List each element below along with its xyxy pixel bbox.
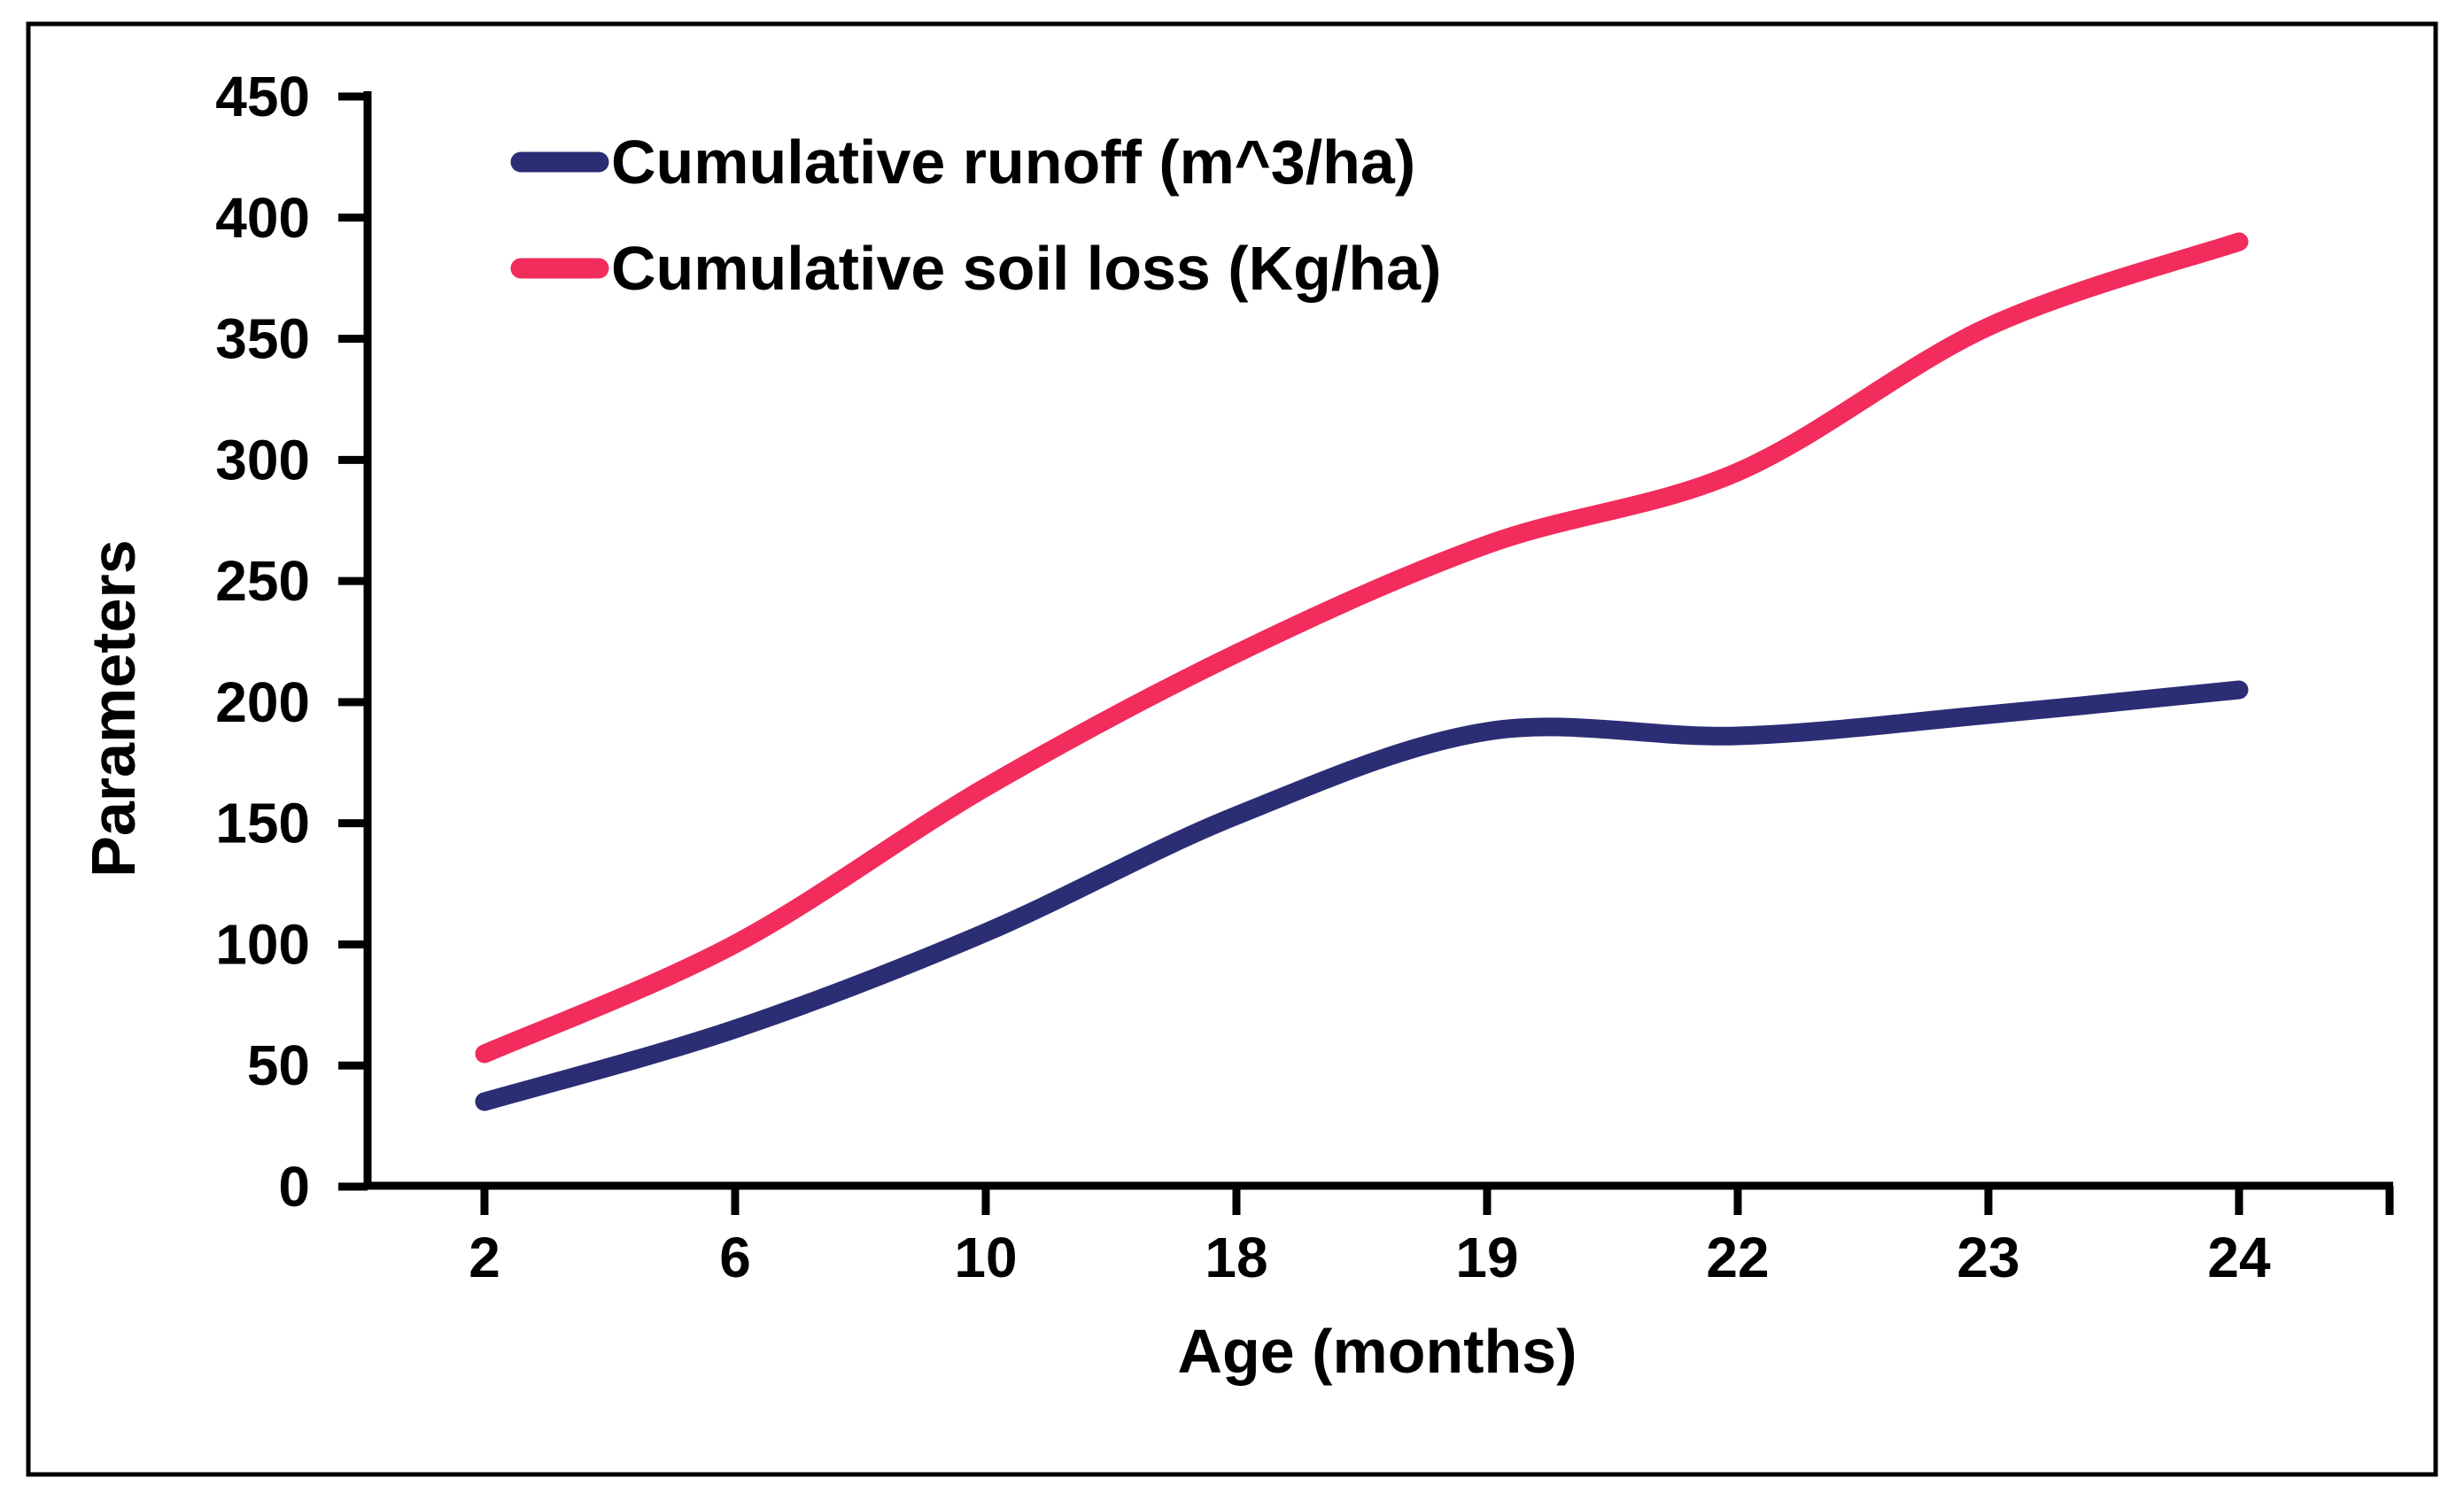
- y-tick-label: 100: [215, 912, 310, 976]
- x-tick-label: 18: [1205, 1226, 1267, 1289]
- y-tick-label: 300: [215, 428, 310, 491]
- y-tick-label: 350: [215, 307, 310, 371]
- y-tick-label: 450: [215, 65, 310, 128]
- y-tick-label: 50: [247, 1033, 310, 1097]
- x-tick-label: 19: [1455, 1226, 1518, 1289]
- x-tick-label: 6: [719, 1226, 751, 1289]
- legend-label-0: Cumulative runoff (m^3/ha): [611, 128, 1415, 197]
- x-tick-label: 24: [2207, 1226, 2271, 1289]
- y-tick-label: 150: [215, 792, 310, 855]
- legend-label-1: Cumulative soil loss (Kg/ha): [611, 234, 1441, 303]
- x-tick-label: 2: [469, 1226, 500, 1289]
- x-tick-label: 10: [954, 1226, 1017, 1289]
- figure-border: [26, 21, 2438, 1477]
- series-line-0: [475, 680, 2249, 1111]
- x-axis-title: Age (months): [1177, 1317, 1577, 1386]
- y-tick-label: 200: [215, 670, 310, 734]
- y-axis-title: Parameters: [79, 539, 148, 877]
- series-line-1: [475, 232, 2249, 1064]
- x-tick-label: 22: [1706, 1226, 1769, 1289]
- x-tick-label: 23: [1956, 1226, 2019, 1289]
- y-tick-label: 400: [215, 186, 310, 250]
- y-tick-label: 0: [278, 1155, 310, 1219]
- y-tick-label: 250: [215, 549, 310, 613]
